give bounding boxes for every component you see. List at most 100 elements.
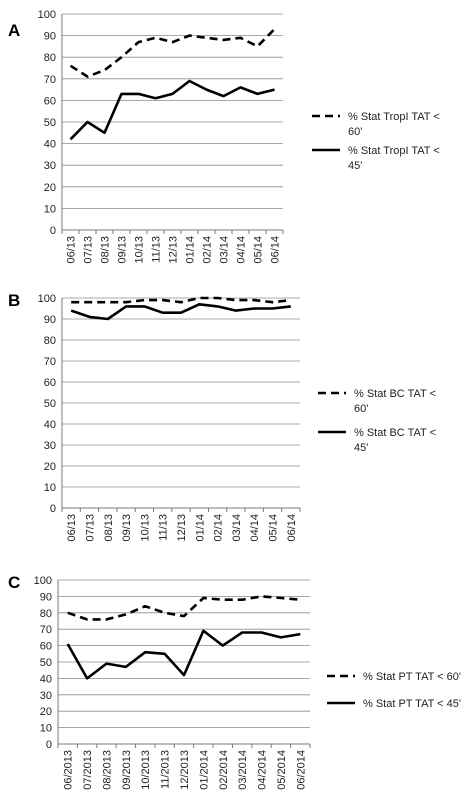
x-tick-label: 06/2014 [295,750,307,790]
series-line-dashed [71,296,291,304]
y-tick-label: 70 [44,74,56,86]
x-tick-label: 10/13 [134,236,146,264]
y-tick-label: 90 [44,31,56,43]
y-tick-label: 0 [46,739,52,751]
y-tick-label: 0 [50,503,56,515]
x-tick-label: 01/2014 [198,750,210,790]
x-tick-label: 03/2014 [237,750,249,790]
x-tick-label: 06/14 [270,236,282,264]
x-tick-label: 03/14 [231,514,243,542]
y-tick-label: 40 [40,673,52,685]
x-tick-label: 05/14 [253,236,265,264]
legend-item: % Stat PT TAT < 45' [327,698,461,710]
legend-label: % Stat BC TAT < 60' [354,388,436,415]
y-tick-label: 100 [38,293,56,305]
x-tick-label: 06/13 [66,236,78,264]
y-tick-label: 80 [44,52,56,64]
y-tick-label: 70 [40,624,52,636]
x-tick-label: 01/14 [194,514,206,542]
y-tick-label: 50 [44,398,56,410]
x-tick-label: 09/2013 [121,750,133,790]
y-tick-label: 30 [44,160,56,172]
y-tick-label: 60 [40,641,52,653]
legend-label-line: % Stat BC TAT < [354,388,436,400]
x-tick-label: 10/13 [139,514,151,542]
x-tick-label: 12/13 [168,236,180,264]
y-tick-label: 10 [40,723,52,735]
series-line-solid [69,79,275,141]
y-tick-label: 40 [44,419,56,431]
y-tick-label: 50 [40,657,52,669]
y-tick-label: 100 [38,9,56,21]
x-tick-label: 11/13 [151,236,163,263]
series-line-solid [66,629,301,680]
series-line-dashed [67,595,301,621]
legend-label: % Stat PT TAT < 60' [363,671,461,683]
x-tick-label: 07/2013 [82,750,94,790]
x-tick-label: 04/14 [236,236,248,264]
y-tick-label: 20 [40,706,52,718]
x-tick-label: 11/13 [158,514,170,541]
legend-label: % Stat TropI TAT < 60' [348,111,440,138]
x-tick-label: 08/13 [103,514,115,542]
y-tick-label: 90 [40,591,52,603]
legend-item: % Stat PT TAT < 60' [327,671,461,683]
x-tick-label: 12/13 [176,514,188,542]
legend-label-line: % Stat TropI TAT < [348,145,440,157]
legend-item: % Stat BC TAT < 60' [318,388,436,415]
legend-label-line: 60' [354,403,368,415]
x-tick-label: 07/13 [84,514,96,542]
x-tick-label: 05/2014 [276,750,288,790]
panel-label: C [8,573,20,592]
legend-label-line: % Stat BC TAT < [354,427,436,439]
y-tick-label: 30 [44,440,56,452]
y-tick-label: 60 [44,377,56,389]
x-tick-label: 08/2013 [101,750,113,790]
legend-label: % Stat TropI TAT < 45' [348,145,440,172]
series-line-solid [70,302,291,321]
panel-label: A [8,21,20,40]
y-tick-label: 90 [44,314,56,326]
y-tick-label: 50 [44,117,56,129]
y-tick-label: 30 [40,690,52,702]
x-tick-label: 02/2014 [218,750,230,790]
legend-label-line: % Stat PT TAT < 45' [363,698,461,710]
panel-label: B [8,291,20,310]
x-tick-label: 10/2013 [140,750,152,790]
legend-label-line: 45' [348,160,362,172]
y-tick-label: 20 [44,182,56,194]
x-tick-label: 05/14 [268,514,280,542]
x-tick-label: 06/2013 [63,750,75,790]
y-tick-label: 70 [44,356,56,368]
legend-label-line: % Stat TropI TAT < [348,111,440,123]
chart-panel-c: C 0 10 20 30 40 50 60 70 80 90 100 06/2013 07/2013 08/… [8,573,461,790]
x-tick-label: 02/14 [213,514,225,542]
y-tick-label: 80 [44,335,56,347]
y-tick-label: 0 [50,225,56,237]
x-tick-label: 04/2014 [257,750,269,790]
y-tick-label: 40 [44,139,56,151]
x-tick-label: 12/2013 [179,750,191,790]
legend-label: % Stat PT TAT < 45' [363,698,461,710]
legend-item: % Stat BC TAT < 45' [318,427,436,454]
y-tick-label: 10 [44,203,56,215]
legend-label-line: 60' [348,126,362,138]
y-tick-label: 10 [44,482,56,494]
x-tick-label: 06/14 [286,514,298,542]
chart-panel-b: B 0 10 20 30 40 50 60 70 80 90 100 06/13 07/13 08/13 09… [8,291,436,542]
legend-label: % Stat BC TAT < 45' [354,427,436,454]
series-line-dashed [69,28,276,78]
y-tick-label: 100 [34,575,52,587]
x-tick-label: 01/14 [185,236,197,264]
chart-panel-a: A 0 10 20 30 40 50 60 70 80 90 100 06/13 07/13 08/13 09… [8,9,440,264]
x-tick-label: 08/13 [100,236,112,264]
legend-label-line: 45' [354,442,368,454]
x-tick-label: 03/14 [219,236,231,264]
x-tick-label: 04/14 [249,514,261,542]
y-tick-label: 80 [40,608,52,620]
legend-item: % Stat TropI TAT < 45' [312,145,440,172]
x-tick-label: 11/2013 [160,750,172,789]
x-tick-label: 09/13 [117,236,129,264]
y-tick-label: 20 [44,461,56,473]
